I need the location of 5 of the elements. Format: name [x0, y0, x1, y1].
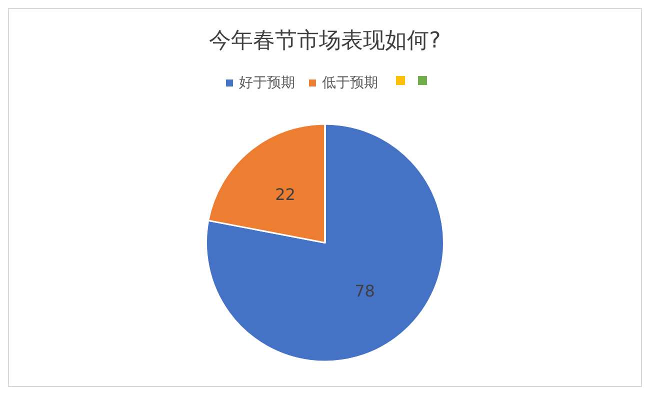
legend-label: 低于预期	[322, 75, 378, 91]
data-label: 78	[354, 281, 375, 300]
legend-label: 好于预期	[239, 75, 295, 91]
chart-title: 今年春节市场表现如何?	[209, 28, 441, 54]
data-label: 22	[275, 185, 296, 204]
